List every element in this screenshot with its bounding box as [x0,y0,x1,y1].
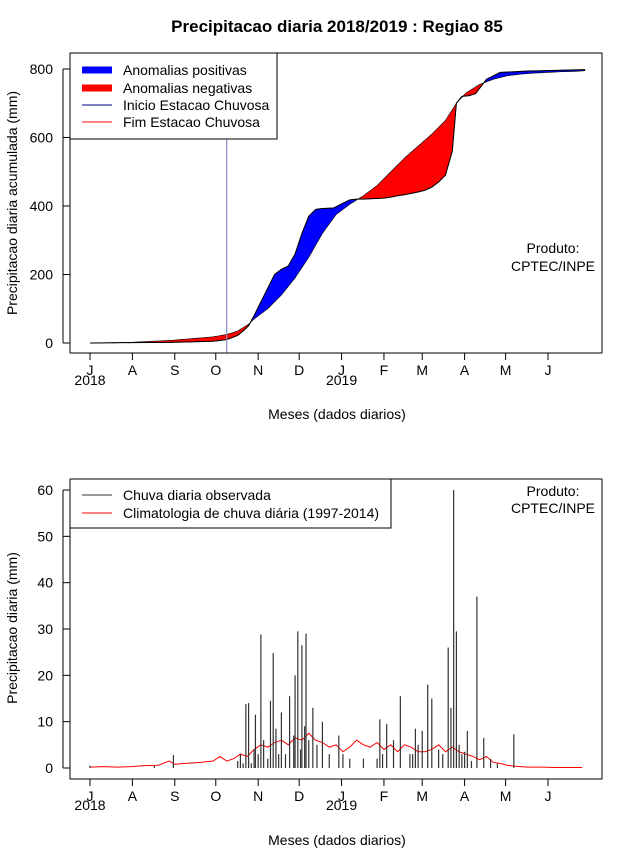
y-axis: 0 10 20 30 40 50 60 [37,482,70,776]
x-tick-label: M [500,788,512,804]
x-tick-label: J [545,788,552,804]
x-tick-label: M [416,788,428,804]
y-tick-label: 50 [37,528,53,544]
positive-anomaly-area [484,69,586,83]
y-axis: 0 200 400 600 800 [30,61,70,351]
y-tick-label: 400 [30,198,54,214]
x-tick-label: A [128,788,138,804]
x-tick-label: O [210,788,221,804]
y-axis-label: Precipitacao diaria acumulada (mm) [4,91,20,315]
year-label: 2019 [326,372,357,388]
y-tick-label: 10 [37,714,53,730]
x-tick-label: A [460,362,470,378]
x-tick-label: O [210,362,221,378]
annotation-line-1: Produto: [527,240,580,256]
observed-cumulative-line [89,69,585,344]
x-tick-label: D [294,788,304,804]
legend-label-positive: Anomalias positivas [123,62,247,78]
y-tick-label: 200 [30,267,54,283]
y-tick-label: 20 [37,667,53,683]
x-tick-label: F [380,788,389,804]
x-axis-label: Meses (dados diarios) [268,406,406,422]
y-tick-label: 600 [30,130,54,146]
year-label: 2019 [326,797,357,813]
x-tick-label: M [500,362,512,378]
legend: Chuva diaria observada Climatologia de c… [69,478,392,529]
x-tick-label: F [380,362,389,378]
climatology-line [89,732,583,769]
legend-box [69,478,392,529]
legend-label-climatology: Climatologia de chuva diária (1997-2014) [123,505,379,521]
chart-title: Precipitacao diaria 2018/2019 : Regiao 8… [171,17,503,36]
legend-label-negative: Anomalias negativas [123,80,252,96]
legend-label-start: Inicio Estacao Chuvosa [123,97,270,113]
y-tick-label: 0 [45,760,53,776]
year-label: 2018 [74,372,105,388]
x-tick-label: A [460,788,470,804]
negative-anomaly-area [359,100,459,200]
x-tick-label: S [170,362,179,378]
legend: Anomalias positivas Anomalias negativas … [69,52,278,140]
x-tick-label: A [128,362,138,378]
y-axis-label: Precipitacao diaria (mm) [4,552,20,704]
y-tick-label: 40 [37,575,53,591]
year-label: 2018 [74,797,105,813]
annotation-line-2: CPTEC/INPE [511,258,595,274]
x-tick-label: S [170,788,179,804]
cumulative-chart: Precipitacao diaria 2018/2019 : Regiao 8… [4,17,603,422]
legend-label-observed: Chuva diaria observada [123,487,271,503]
x-tick-label: J [87,788,94,804]
y-tick-label: 800 [30,61,54,77]
annotation-line-1: Produto: [527,483,580,499]
x-tick-label: N [253,788,263,804]
x-tick-label: J [338,788,345,804]
y-tick-label: 60 [37,482,53,498]
x-tick-label: N [253,362,263,378]
x-tick-label: J [338,362,345,378]
x-tick-label: D [294,362,304,378]
y-tick-label: 30 [37,621,53,637]
x-tick-label: J [545,362,552,378]
daily-plot-area [89,490,583,769]
cumulative-plot-area [89,53,586,353]
x-tick-label: J [87,362,94,378]
x-axis-label: Meses (dados diarios) [268,832,406,848]
y-tick-label: 0 [45,335,53,351]
x-tick-label: M [416,362,428,378]
legend-label-end: Fim Estacao Chuvosa [123,114,260,130]
annotation-line-2: CPTEC/INPE [511,500,595,516]
positive-anomaly-area [251,197,360,323]
